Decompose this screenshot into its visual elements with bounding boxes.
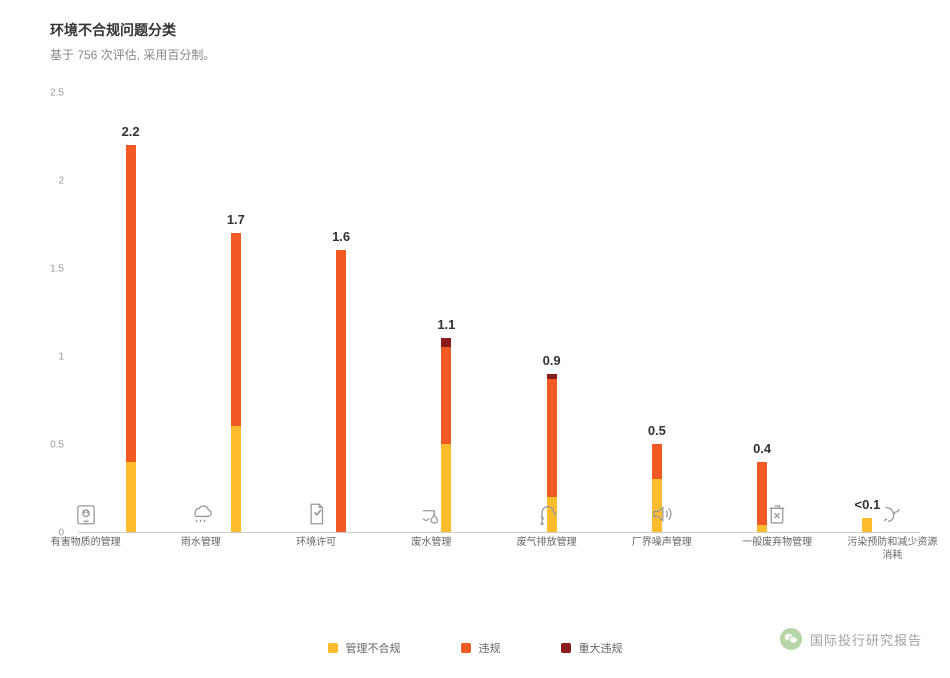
bar-stack — [126, 145, 136, 532]
wechat-icon — [780, 628, 802, 650]
x-axis-labels: 有害物质的管理 雨水管理 环境许可 废水管理 废气排放管理 厂界噪声管理 一般废弃物管理 污染… — [28, 500, 950, 562]
waste-icon — [764, 500, 790, 528]
bar-group: <0.1 — [817, 93, 918, 532]
x-axis-item: 有害物质的管理 — [30, 500, 141, 562]
x-axis-label: 环境许可 — [296, 536, 336, 549]
hazard-icon — [73, 500, 99, 528]
bars-region: 2.2 1.7 1.6 1.1 0.9 0.5 0.4 <0.1 — [78, 93, 920, 533]
bar-segment-violation — [441, 347, 451, 444]
x-axis-item: 废气排放管理 — [491, 500, 602, 562]
bar-total-label: 0.5 — [648, 423, 666, 438]
bar-segment-violation — [126, 145, 136, 462]
x-axis-label: 废气排放管理 — [517, 536, 577, 549]
bar-group: 1.6 — [291, 93, 392, 532]
bar-segment-violation — [652, 444, 662, 479]
y-tick: 1.5 — [50, 264, 64, 275]
watermark: 国际投行研究报告 — [780, 628, 922, 650]
bar-group: 1.1 — [396, 93, 497, 532]
x-axis-label: 污染预防和减少资源消耗 — [847, 536, 937, 562]
chart-container: 环境不合规问题分类 基于 756 次评估, 采用百分制。 00.511.522.… — [0, 0, 950, 678]
x-axis-label: 厂界噪声管理 — [632, 536, 692, 549]
bar-group: 0.5 — [606, 93, 707, 532]
y-tick: 1 — [58, 352, 64, 363]
x-axis-label: 一般废弃物管理 — [742, 536, 812, 549]
x-axis-item: 环境许可 — [261, 500, 372, 562]
x-axis-item: 一般废弃物管理 — [722, 500, 833, 562]
bar-stack — [336, 250, 346, 532]
wastewater-icon — [418, 500, 444, 528]
rain-icon — [188, 500, 214, 528]
chart-subtitle: 基于 756 次评估, 采用百分制。 — [50, 46, 910, 63]
bar-stack — [231, 233, 241, 532]
bar-segment-violation — [547, 379, 557, 497]
y-tick: 0.5 — [50, 440, 64, 451]
legend-item-violation: 违规 — [461, 640, 501, 656]
y-axis: 00.511.522.5 — [34, 93, 64, 533]
bar-total-label: 1.6 — [332, 229, 350, 244]
prevent-icon — [879, 500, 905, 528]
plot-area: 00.511.522.5 2.21.71.61.10.90.50.4<0.1 — [60, 93, 920, 533]
y-tick: 2 — [58, 176, 64, 187]
bar-segment-violation — [336, 250, 346, 532]
x-axis-item: 厂界噪声管理 — [607, 500, 718, 562]
permit-icon — [303, 500, 329, 528]
emissions-icon — [534, 500, 560, 528]
x-axis-label: 雨水管理 — [181, 536, 221, 549]
legend-item-major: 重大违规 — [561, 640, 623, 656]
bar-group: 0.4 — [712, 93, 813, 532]
bar-total-label: 2.2 — [122, 124, 140, 139]
x-axis-label: 有害物质的管理 — [51, 536, 121, 549]
x-axis-item: 污染预防和减少资源消耗 — [837, 500, 948, 562]
legend-item-mgmt: 管理不合规 — [328, 640, 401, 656]
bar-total-label: 1.1 — [437, 317, 455, 332]
bar-segment-violation — [231, 233, 241, 427]
chart-title: 环境不合规问题分类 — [50, 20, 910, 40]
bar-total-label: 0.9 — [543, 353, 561, 368]
x-axis-label: 废水管理 — [411, 536, 451, 549]
legend-label: 违规 — [479, 640, 501, 656]
y-tick: 2.5 — [50, 88, 64, 99]
bar-total-label: 1.7 — [227, 212, 245, 227]
bar-group: 1.7 — [185, 93, 286, 532]
bar-group: 0.9 — [501, 93, 602, 532]
legend-label: 重大违规 — [579, 640, 623, 656]
x-axis-item: 废水管理 — [376, 500, 487, 562]
noise-icon — [649, 500, 675, 528]
x-axis-item: 雨水管理 — [146, 500, 257, 562]
legend-swatch — [561, 643, 571, 653]
legend-swatch — [328, 643, 338, 653]
legend-label: 管理不合规 — [346, 640, 401, 656]
bar-segment-major — [441, 338, 451, 347]
bar-group: 2.2 — [80, 93, 181, 532]
legend-swatch — [461, 643, 471, 653]
bar-total-label: 0.4 — [753, 441, 771, 456]
watermark-text: 国际投行研究报告 — [810, 630, 922, 649]
